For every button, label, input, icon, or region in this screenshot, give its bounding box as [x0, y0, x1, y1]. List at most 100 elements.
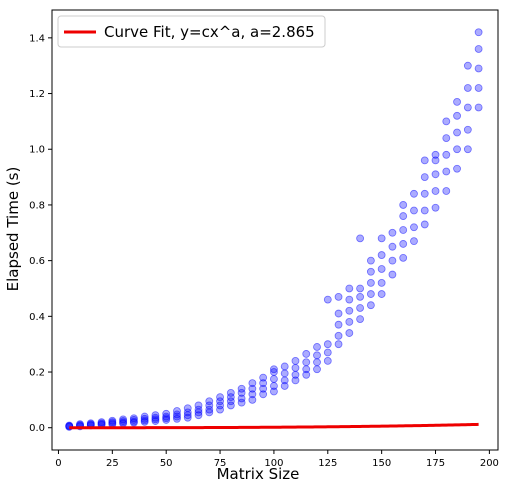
legend-box [57, 15, 326, 48]
data-point [431, 170, 440, 179]
data-point [366, 279, 375, 287]
data-point [173, 412, 181, 421]
data-point [237, 394, 246, 403]
data-point [377, 234, 386, 243]
data-point [453, 145, 461, 154]
data-point [173, 407, 181, 415]
data-point [280, 369, 289, 378]
data-point [366, 267, 375, 276]
x-tick-label: 125 [318, 458, 337, 469]
data-point [216, 401, 224, 410]
legend: Curve Fit, y=cx^a, a=2.865 [57, 15, 326, 48]
data-point [194, 405, 203, 414]
data-point [140, 412, 149, 421]
data-point [474, 103, 483, 112]
data-point [302, 370, 311, 379]
x-tick-label: 150 [372, 458, 391, 469]
data-point [183, 413, 192, 422]
data-point [356, 284, 365, 293]
y-tick-label: 0.4 [29, 312, 45, 323]
data-point [420, 206, 429, 215]
scatter-points [65, 28, 483, 431]
data-point [453, 98, 461, 106]
data-point [162, 412, 171, 421]
data-point [280, 362, 289, 371]
data-point [237, 389, 246, 397]
data-point [323, 340, 332, 349]
data-point [270, 382, 278, 390]
data-point [431, 156, 440, 165]
y-axis-title: Elapsed Time (s) [4, 167, 22, 292]
data-point [399, 201, 408, 209]
data-point [474, 84, 483, 92]
data-point [377, 290, 386, 298]
data-point [410, 189, 418, 198]
data-point [399, 240, 408, 248]
data-point [366, 256, 375, 265]
data-point [442, 167, 451, 176]
data-point [291, 376, 300, 385]
data-point [431, 203, 440, 212]
data-point [140, 414, 149, 423]
data-point [302, 358, 311, 367]
data-point [226, 389, 235, 397]
data-point [119, 415, 127, 424]
data-point [313, 351, 321, 360]
x-tick-label: 50 [160, 458, 173, 469]
data-point [259, 379, 268, 388]
data-point [183, 408, 192, 417]
data-point [474, 64, 483, 73]
data-point [205, 397, 214, 406]
data-point [399, 212, 408, 220]
data-point [216, 393, 224, 401]
data-point [356, 292, 365, 301]
data-point [377, 251, 386, 259]
data-point [463, 103, 472, 112]
data-point [388, 228, 397, 237]
data-point [345, 306, 354, 315]
data-point [356, 234, 365, 243]
data-point [205, 401, 214, 410]
data-point [323, 348, 332, 357]
data-point [205, 405, 214, 414]
x-tick-label: 25 [106, 458, 119, 469]
legend-fit-label: Curve Fit, y=cx^a, a=2.865 [104, 23, 315, 41]
data-point [377, 265, 386, 273]
data-point [410, 206, 418, 215]
data-point [345, 284, 354, 293]
y-tick-label: 1.0 [29, 145, 45, 156]
data-point [420, 189, 429, 198]
data-point [356, 315, 365, 324]
data-point [226, 397, 235, 406]
data-point [259, 390, 268, 399]
data-point [270, 375, 278, 383]
data-point [453, 164, 461, 173]
data-point [420, 156, 429, 165]
data-point [474, 28, 483, 37]
data-point [151, 411, 160, 420]
data-point [151, 413, 160, 422]
data-point [345, 329, 354, 337]
data-point [270, 368, 278, 376]
data-point [194, 401, 203, 410]
data-point [388, 242, 397, 251]
y-tick-label: 0.2 [29, 368, 45, 379]
data-point [420, 220, 429, 229]
data-point [463, 145, 472, 154]
fit-curve-group [69, 422, 479, 430]
data-point [453, 128, 461, 137]
data-point [162, 409, 171, 418]
data-point [237, 398, 246, 407]
x-tick-label: 175 [426, 458, 445, 469]
data-point [442, 134, 451, 143]
x-tick-label: 75 [214, 458, 227, 469]
x-axis-title: Matrix Size [217, 465, 300, 483]
x-tick-label: 200 [480, 458, 499, 469]
data-point [183, 404, 192, 413]
data-point [226, 401, 235, 410]
data-point [356, 304, 365, 312]
data-point [173, 414, 181, 423]
data-point [86, 419, 95, 428]
data-point [366, 301, 375, 310]
